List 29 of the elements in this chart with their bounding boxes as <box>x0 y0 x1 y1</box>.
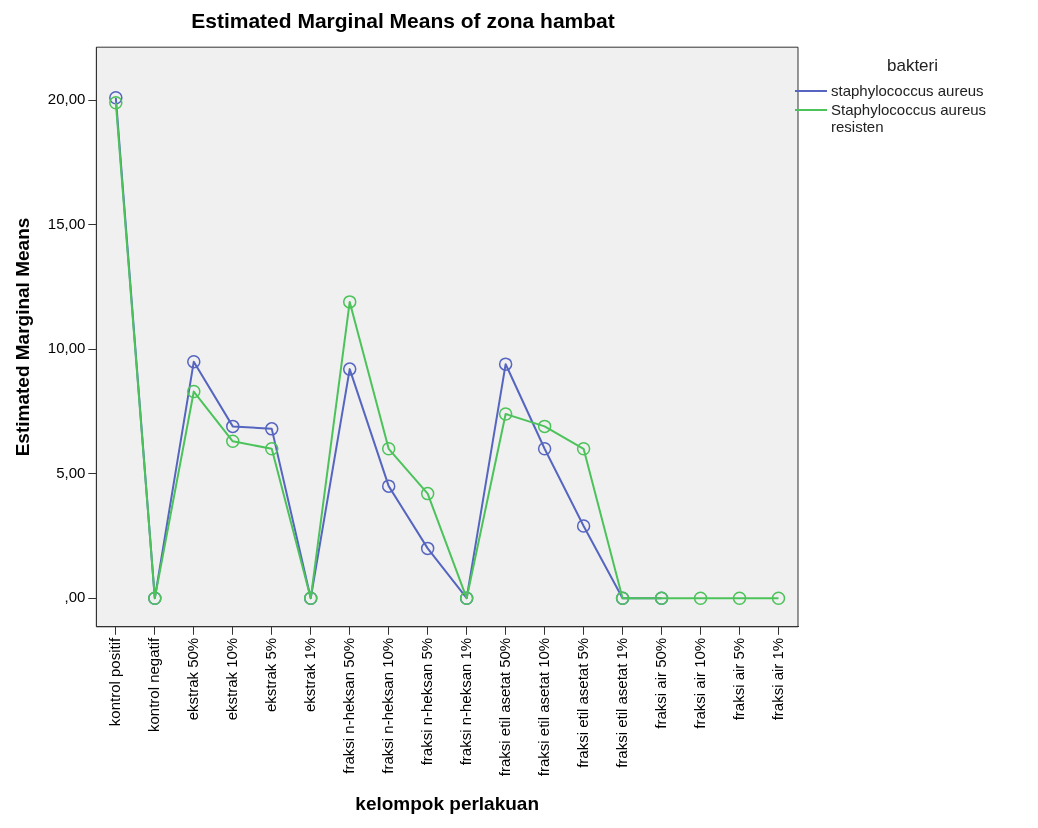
x-tick-label: fraksi n-heksan 5% <box>417 637 435 766</box>
chart-title: Estimated Marginal Means of zona hambat <box>191 9 615 33</box>
x-tick-label: fraksi air 5% <box>729 637 747 721</box>
legend-label: Staphylococcus aureus resisten <box>831 101 988 135</box>
x-tick-label: kontrol positif <box>105 636 123 727</box>
y-tick-label: 20,00 <box>47 90 86 108</box>
x-tick-label: fraksi etil asetat 5% <box>573 637 591 768</box>
y-tick-label: 15,00 <box>47 214 86 232</box>
x-tick-label: ekstrak 5% <box>261 637 279 712</box>
y-tick-label: ,00 <box>64 588 86 606</box>
legend-title: bakteri <box>886 56 939 76</box>
x-tick-label: fraksi etil asetat 1% <box>612 637 630 768</box>
x-tick-label: ekstrak 1% <box>300 637 318 712</box>
y-axis-title: Estimated Marginal Means <box>11 217 33 457</box>
y-tick-label: 5,00 <box>56 463 86 481</box>
x-tick-label: fraksi etil asetat 50% <box>495 637 513 777</box>
x-tick-label: fraksi air 10% <box>690 637 708 729</box>
x-tick-label: fraksi n-heksan 10% <box>378 637 396 774</box>
x-tick-label: fraksi n-heksan 50% <box>339 637 357 774</box>
x-tick-label: ekstrak 10% <box>222 637 240 721</box>
x-tick-label: kontrol negatif <box>144 636 162 733</box>
x-tick-label: fraksi n-heksan 1% <box>456 637 474 766</box>
legend-label: staphylococcus aureus <box>831 82 984 99</box>
x-tick-label: ekstrak 50% <box>183 637 201 721</box>
y-tick-label: 10,00 <box>47 339 86 357</box>
x-tick-label: fraksi etil asetat 10% <box>534 637 552 777</box>
x-tick-label: fraksi air 50% <box>651 637 669 729</box>
x-axis-title: kelompok perlakuan <box>355 792 540 814</box>
x-tick-label: fraksi air 1% <box>768 637 786 721</box>
